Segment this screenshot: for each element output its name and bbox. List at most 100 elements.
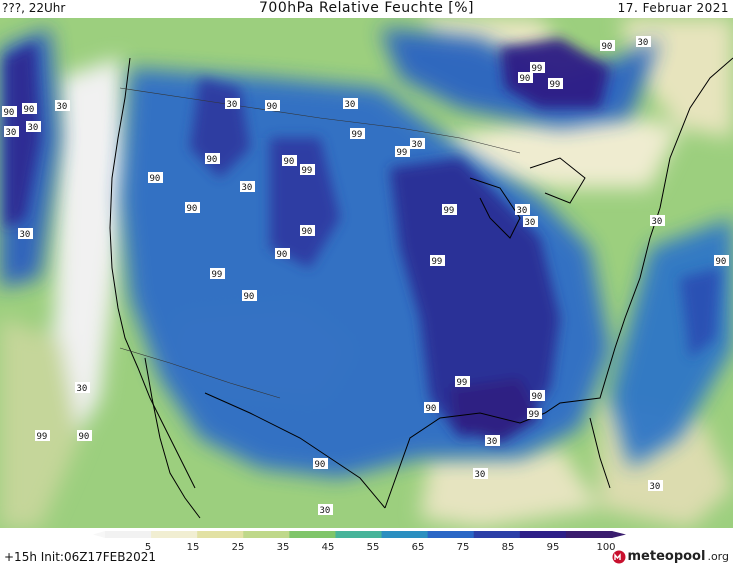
contour-label: 99	[442, 204, 457, 216]
contour-label: 90	[424, 402, 439, 414]
borders	[119, 87, 521, 399]
svg-text:90: 90	[532, 392, 543, 402]
contour-label: 30	[318, 504, 333, 516]
contour-label: 99	[395, 146, 410, 158]
contour-label: 30	[485, 435, 500, 447]
svg-text:30: 30	[227, 100, 238, 110]
contour-label: 99	[530, 62, 545, 74]
contour-label: 30	[75, 382, 90, 394]
svg-text:99: 99	[352, 130, 363, 140]
legend-swatch	[519, 531, 567, 538]
contour-label: 30	[515, 204, 530, 216]
svg-text:99: 99	[444, 206, 455, 216]
legend-tick: 5	[145, 542, 151, 553]
legend-tick: 45	[322, 542, 335, 553]
logo-text: meteopool	[627, 549, 706, 564]
svg-text:30: 30	[650, 482, 661, 492]
legend-swatch	[243, 531, 290, 538]
legend-ticks: 5 15 25 35 45 55 65 75 85 95 100	[145, 542, 616, 553]
svg-text:90: 90	[277, 250, 288, 260]
svg-text:90: 90	[284, 157, 295, 167]
svg-text:30: 30	[20, 230, 31, 240]
svg-text:30: 30	[525, 218, 536, 228]
contour-label: 90	[530, 390, 545, 402]
contour-label: 30	[55, 100, 70, 112]
contour-label: 99	[210, 268, 225, 280]
legend-swatch	[289, 531, 336, 538]
svg-text:90: 90	[207, 155, 218, 165]
svg-text:30: 30	[638, 38, 649, 48]
svg-text:99: 99	[397, 148, 408, 158]
svg-text:30: 30	[28, 123, 39, 133]
svg-text:90: 90	[302, 227, 313, 237]
contour-label: 90	[2, 106, 17, 118]
svg-text:90: 90	[24, 105, 35, 115]
contour-label: 99	[35, 430, 50, 442]
legend-tick: 85	[502, 542, 515, 553]
contour-label: 90	[300, 225, 315, 237]
svg-text:90: 90	[267, 102, 278, 112]
contour-label: 90	[265, 100, 280, 112]
svg-text:90: 90	[4, 108, 15, 118]
svg-text:90: 90	[426, 404, 437, 414]
legend-tick: 35	[277, 542, 290, 553]
contour-label: 30	[650, 215, 665, 227]
svg-text:99: 99	[550, 80, 561, 90]
contour-label: 30	[473, 468, 488, 480]
svg-text:30: 30	[487, 437, 498, 447]
contour-label: 30	[410, 138, 425, 150]
contour-label: 99	[300, 164, 315, 176]
svg-text:30: 30	[517, 206, 528, 216]
contour-label: 99	[350, 128, 365, 140]
legend-swatch	[197, 531, 244, 538]
svg-text:90: 90	[602, 42, 613, 52]
coastlines	[109, 57, 733, 519]
legend-bar	[93, 531, 626, 538]
svg-text:30: 30	[242, 183, 253, 193]
svg-text:90: 90	[315, 460, 326, 470]
svg-text:90: 90	[244, 292, 255, 302]
contour-label: 30	[648, 480, 663, 492]
legend-swatch	[427, 531, 475, 538]
contour-label: 90	[518, 72, 533, 84]
valid-time: ???, 22Uhr	[2, 1, 66, 15]
contour-label: 30	[240, 181, 255, 193]
svg-text:99: 99	[457, 378, 468, 388]
logo-icon	[612, 550, 625, 563]
legend-tick: 25	[232, 542, 245, 553]
svg-text:90: 90	[150, 174, 161, 184]
contour-label: 90	[185, 202, 200, 214]
svg-text:30: 30	[345, 100, 356, 110]
legend-tick: 75	[457, 542, 470, 553]
contour-label: 30	[18, 228, 33, 240]
legend-swatch	[335, 531, 383, 538]
contour-label: 90	[242, 290, 257, 302]
legend-swatch	[473, 531, 521, 538]
legend-swatch	[105, 531, 152, 538]
forecast-date: 17. Februar 2021	[617, 1, 729, 15]
legend-tick: 65	[412, 542, 425, 553]
contour-label: 90	[275, 248, 290, 260]
svg-text:30: 30	[652, 217, 663, 227]
meteopool-logo[interactable]: meteopool .org	[612, 549, 729, 564]
svg-text:30: 30	[412, 140, 423, 150]
svg-text:99: 99	[37, 432, 48, 442]
map-title: 700hPa Relative Feuchte [%]	[259, 0, 474, 16]
contour-label: 99	[455, 376, 470, 388]
contour-label: 99	[430, 255, 445, 267]
svg-text:90: 90	[79, 432, 90, 442]
legend-swatch	[381, 531, 429, 538]
contour-label: 99	[548, 78, 563, 90]
svg-text:90: 90	[520, 74, 531, 84]
legend-tick: 15	[187, 542, 200, 553]
contour-label: 90	[77, 430, 92, 442]
legend-arrow-right	[612, 531, 626, 538]
svg-text:99: 99	[529, 410, 540, 420]
contour-label: 30	[4, 126, 19, 138]
legend-swatch	[151, 531, 198, 538]
contour-label: 90	[148, 172, 163, 184]
svg-text:30: 30	[77, 384, 88, 394]
